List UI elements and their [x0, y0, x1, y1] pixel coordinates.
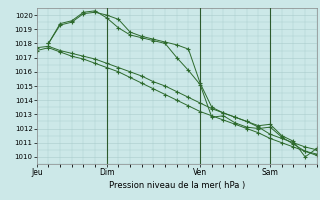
X-axis label: Pression niveau de la mer( hPa ): Pression niveau de la mer( hPa ) — [109, 181, 245, 190]
